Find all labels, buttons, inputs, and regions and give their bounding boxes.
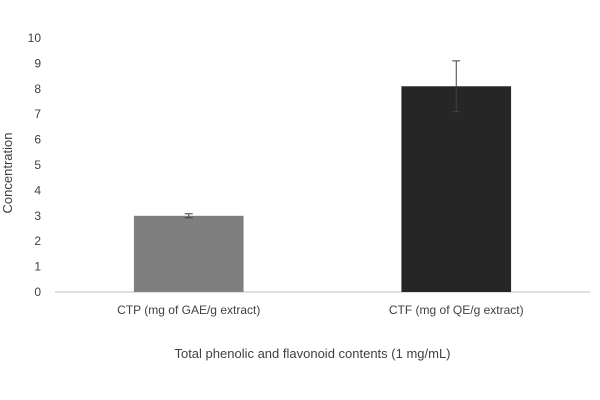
x-axis-title: Total phenolic and flavonoid contents (1… (174, 346, 450, 361)
x-category-label: CTP (mg of GAE/g extract) (117, 303, 260, 317)
y-tick-label: 1 (34, 260, 41, 274)
y-tick-label: 10 (28, 31, 42, 45)
y-tick-label: 0 (34, 285, 41, 299)
bar-ctp (133, 215, 244, 292)
error-bar (452, 60, 461, 113)
y-tick-label: 3 (34, 209, 41, 223)
error-bars (184, 60, 461, 219)
y-tick-label: 6 (34, 133, 41, 147)
bar-ctf (401, 86, 512, 292)
y-tick-label: 4 (34, 183, 41, 197)
y-axis-ticks: 0 1 2 3 4 5 6 7 8 9 10 (28, 31, 42, 299)
y-tick-label: 8 (34, 82, 41, 96)
error-bar (184, 213, 193, 219)
y-tick-label: 9 (34, 56, 41, 70)
x-category-label: CTF (mg of QE/g extract) (389, 303, 524, 317)
y-tick-label: 5 (34, 158, 41, 172)
category-labels: CTP (mg of GAE/g extract) CTF (mg of QE/g… (117, 303, 523, 317)
y-axis-title: Concentration (0, 133, 15, 214)
y-tick-label: 7 (34, 107, 41, 121)
bars (133, 86, 512, 292)
y-tick-label: 2 (34, 234, 41, 248)
